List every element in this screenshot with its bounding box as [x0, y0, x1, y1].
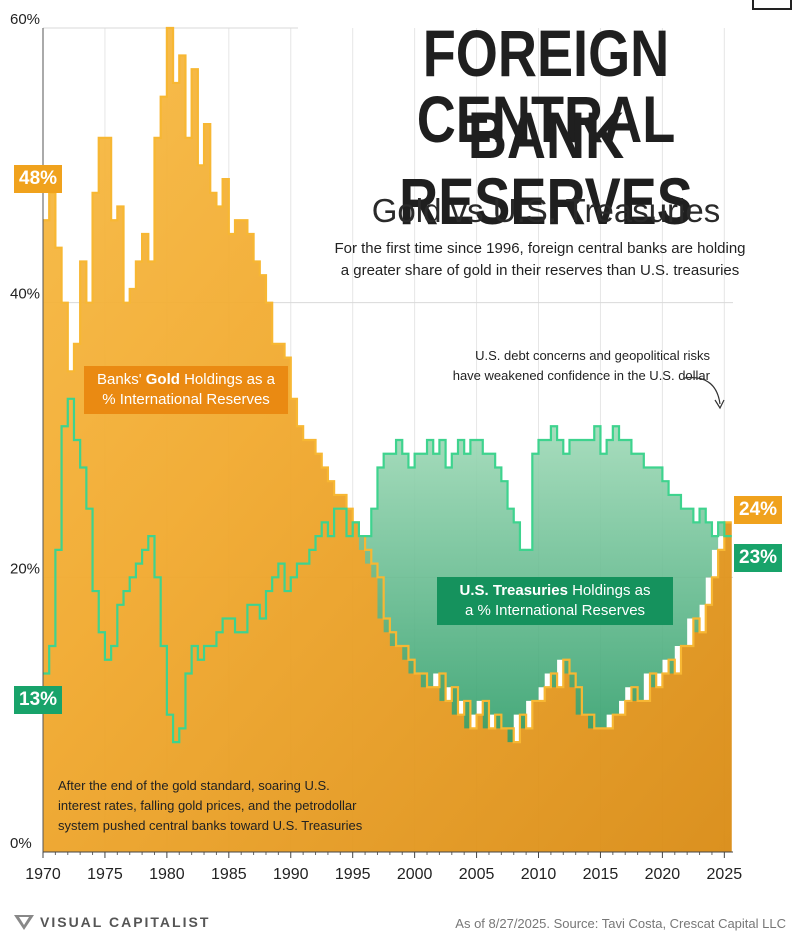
title-line-2: BANK RESERVES: [399, 98, 693, 238]
debt-annotation: U.S. debt concerns and geopolitical risk…: [410, 346, 710, 386]
source-note: As of 8/27/2025. Source: Tavi Costa, Cre…: [455, 916, 786, 931]
x-tick-label: 2005: [459, 866, 495, 883]
gold-standard-line-3: system pushed central banks toward U.S. …: [58, 818, 363, 833]
gold-standard-line-2: interest rates, falling gold prices, and…: [58, 798, 357, 813]
x-tick-label: 2025: [707, 866, 743, 883]
brand-name: VISUAL CAPITALIST: [40, 914, 211, 930]
debt-annotation-line-1: U.S. debt concerns and geopolitical risk…: [475, 348, 710, 363]
x-tick-label: 2000: [397, 866, 433, 883]
gold-line: [43, 26, 732, 744]
x-tick-label: 1990: [273, 866, 309, 883]
treasury-line: [43, 397, 732, 744]
y-tick-label: 60%: [10, 11, 40, 28]
gold-end-badge: 24%: [734, 496, 783, 524]
y-tick-label: 20%: [10, 560, 40, 577]
debt-arrow-icon: [683, 376, 725, 410]
y-tick-label: 0%: [10, 835, 32, 852]
x-tick-label: 2015: [583, 866, 619, 883]
x-tick-label: 1970: [25, 866, 61, 883]
treasury-label-line-1: U.S. Treasuries Holdings as: [445, 581, 665, 601]
gold-standard-annotation: After the end of the gold standard, soar…: [58, 776, 388, 836]
treasury-label-post: Holdings as: [572, 582, 651, 599]
x-tick-label: 1975: [87, 866, 123, 883]
visual-capitalist-logo-icon: [14, 915, 34, 930]
description: For the first time since 1996, foreign c…: [320, 238, 760, 282]
corner-frame: [752, 0, 792, 10]
gold-label-pre: Banks': [97, 371, 142, 388]
description-line-2: a greater share of gold in their reserve…: [340, 262, 740, 279]
treasury-label-bold: U.S. Treasuries: [459, 582, 568, 599]
description-line-1: For the first time since 1996, foreign c…: [334, 240, 746, 257]
gold-label-line-1: Banks' Gold Holdings as a: [92, 370, 280, 390]
chart-lines: [43, 26, 732, 744]
treasury-label-line-2: a % International Reserves: [464, 602, 646, 619]
title-line-1: FOREIGN CENTRAL: [416, 16, 676, 156]
gold-standard-line-1: After the end of the gold standard, soar…: [58, 778, 330, 793]
x-tick-label: 2020: [645, 866, 681, 883]
subtitle: Gold vs U.S. Treasuries: [371, 192, 721, 229]
treasury-series-label: U.S. Treasuries Holdings as a % Internat…: [437, 577, 673, 625]
treasury-start-badge: 13%: [14, 686, 63, 714]
gold-label-line-2: % International Reserves: [102, 391, 270, 408]
treasury-end-badge: 23%: [734, 544, 783, 572]
x-tick-label: 1995: [335, 866, 371, 883]
x-tick-label: 1985: [211, 866, 247, 883]
gold-start-badge: 48%: [14, 165, 63, 193]
x-tick-label: 1980: [149, 866, 185, 883]
x-tick-label: 2010: [521, 866, 557, 883]
y-tick-label: 40%: [10, 286, 40, 303]
gold-series-label: Banks' Gold Holdings as a % Internationa…: [84, 366, 288, 414]
gold-label-bold: Gold: [145, 371, 180, 388]
gold-label-post: Holdings as a: [184, 371, 275, 388]
debt-annotation-line-2: have weakened confidence in the U.S. dol…: [452, 368, 710, 383]
